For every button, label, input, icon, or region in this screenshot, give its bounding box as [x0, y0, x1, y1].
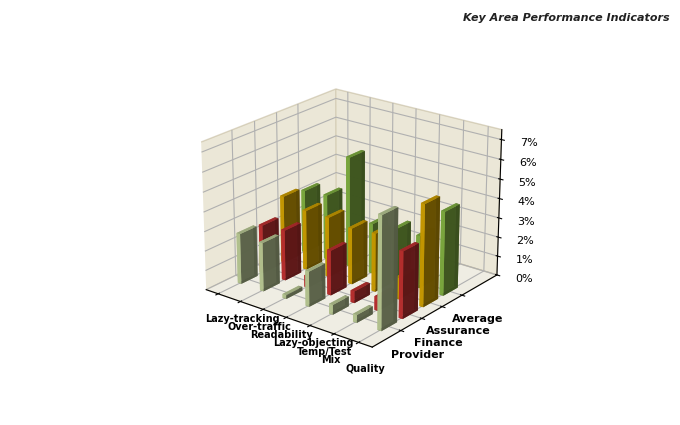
Text: Key Area Performance Indicators: Key Area Performance Indicators [463, 13, 670, 23]
